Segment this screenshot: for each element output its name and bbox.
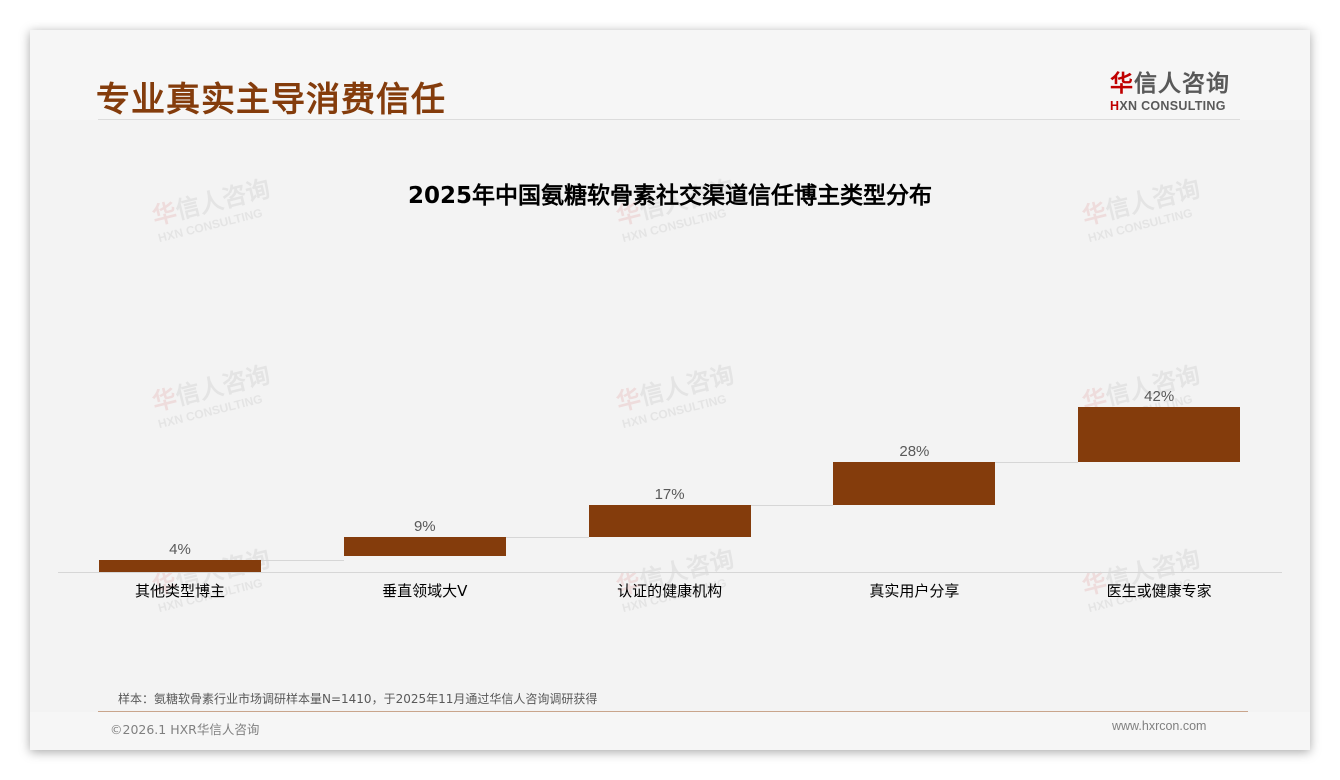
bar-value-label: 17%	[654, 486, 685, 504]
connector-line	[505, 536, 589, 538]
copyright-text: ©2026.1 HXR华信人咨询	[110, 722, 260, 737]
bar	[588, 505, 751, 537]
connector-line	[750, 505, 834, 507]
slide: 专业真实主导消费信任 华信人咨询 HXN CONSULTING 华信人咨询 HXN…	[30, 30, 1310, 750]
category-label: 医生或健康专家	[1106, 582, 1212, 600]
connector-line	[261, 560, 344, 561]
header-divider	[98, 119, 1240, 120]
bar	[833, 462, 996, 506]
footer-band	[30, 712, 1310, 750]
category-label: 认证的健康机构	[617, 582, 723, 600]
sample-note: 样本：氨糖软骨素行业市场调研样本量N=1410，于2025年11月通过华信人咨询…	[118, 692, 598, 706]
page-title: 专业真实主导消费信任	[96, 80, 446, 120]
logo-en: HXN CONSULTING	[1110, 99, 1226, 113]
footer-divider	[98, 711, 1248, 712]
connector-line	[995, 462, 1079, 464]
bar-value-label: 28%	[899, 443, 930, 461]
chart-title: 2025年中国氨糖软骨素社交渠道信任博主类型分布	[407, 183, 932, 209]
bar-value-label: 9%	[413, 517, 436, 535]
header-band	[30, 30, 1310, 120]
category-label: 其他类型博主	[134, 582, 225, 600]
bar	[99, 560, 261, 572]
website-link[interactable]: www.hxrcon.com	[1112, 719, 1207, 733]
company-logo: 华信人咨询 HXN CONSULTING	[1110, 64, 1240, 113]
waterfall-chart: 4% 其他类型博主 9% 垂直领域大V 17% 认证的健康机构 28% 真实用户分享 42% 医生…	[58, 260, 1282, 640]
bar-value-label: 42%	[1144, 388, 1175, 406]
category-label: 垂直领域大V	[382, 582, 468, 600]
bar	[1078, 407, 1241, 463]
logo-cn: 华信人咨询	[1110, 71, 1230, 97]
x-axis-line	[58, 572, 1282, 573]
bar-value-label: 4%	[169, 541, 191, 558]
bar	[343, 536, 506, 557]
category-label: 真实用户分享	[869, 582, 960, 600]
